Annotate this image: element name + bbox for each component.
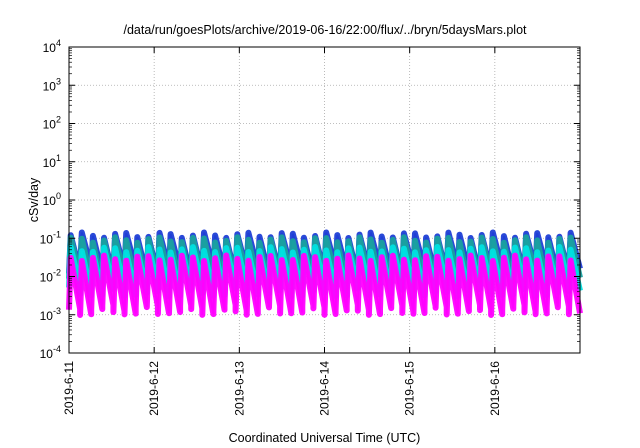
y-tick-label: 10-4: [40, 344, 61, 361]
y-tick-label: 10-3: [40, 306, 61, 323]
x-tick-label: 2019-6-11: [62, 361, 76, 415]
y-tick-label: 100: [43, 191, 61, 208]
y-tick-label: 103: [43, 76, 61, 93]
y-tick-label: 102: [43, 115, 61, 132]
x-tick-label: 2019-6-15: [403, 361, 417, 416]
y-tick-label: 10-2: [40, 268, 61, 285]
x-tick-label: 2019-6-14: [318, 361, 332, 416]
data-layer: [66, 229, 583, 318]
chart-title: /data/run/goesPlots/archive/2019-06-16/2…: [123, 23, 527, 37]
x-tick-label: 2019-6-16: [488, 361, 502, 416]
x-axis-label: Coordinated Universal Time (UTC): [229, 431, 421, 445]
y-tick-label: 10-1: [40, 229, 61, 246]
series-line-core: [68, 255, 581, 316]
x-tick-label: 2019-6-13: [232, 361, 246, 416]
y-axis-label: cSv/day: [27, 177, 41, 222]
y-tick-label: 101: [43, 153, 61, 170]
y-tick-label: 104: [43, 38, 61, 55]
x-tick-label: 2019-6-12: [147, 361, 161, 416]
y-axis: 10-4 10-3 10-2 10-1 100 101 102 103 104: [40, 38, 580, 361]
x-axis: 2019-6-11 2019-6-12 2019-6-13 2019-6-14 2019…: [62, 47, 502, 416]
